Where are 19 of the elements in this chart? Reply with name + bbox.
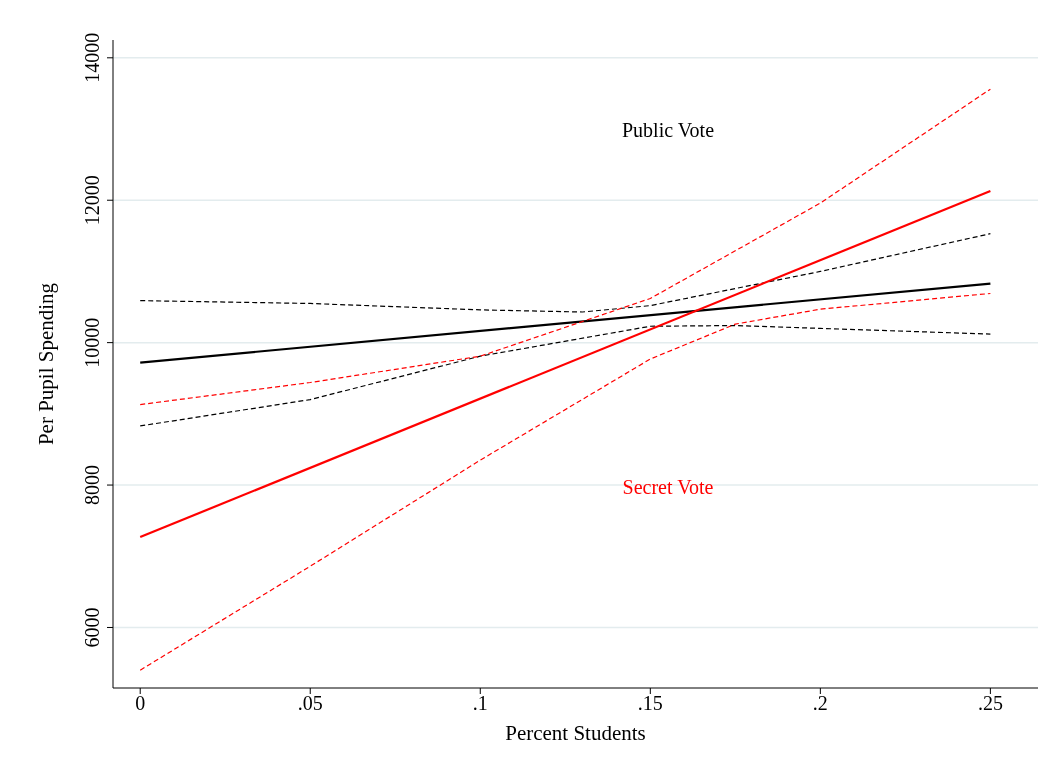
line-series	[139, 88, 991, 406]
x-tick-label: .1	[472, 692, 488, 715]
x-tick-label: .25	[977, 692, 1003, 715]
y-tick-label: 10000	[81, 317, 103, 368]
x-tick-label: .2	[812, 692, 828, 715]
y-tick-label: 14000	[81, 32, 103, 83]
line-series	[139, 292, 991, 671]
y-axis-title: Per Pupil Spending	[34, 282, 59, 446]
y-tick-label: 6000	[81, 607, 103, 648]
y-tick-label: 8000	[81, 465, 103, 506]
y-tick-label: 12000	[81, 175, 103, 226]
text: Public Vote	[621, 119, 715, 142]
x-tick-label: 0	[135, 692, 146, 715]
text: Secret Vote	[622, 475, 714, 498]
line-series	[139, 324, 991, 427]
x-axis-title: Percent Students	[505, 721, 646, 745]
line-series	[139, 233, 991, 313]
x-tick-label: .05	[297, 692, 323, 715]
x-tick-label: .15	[637, 692, 663, 715]
